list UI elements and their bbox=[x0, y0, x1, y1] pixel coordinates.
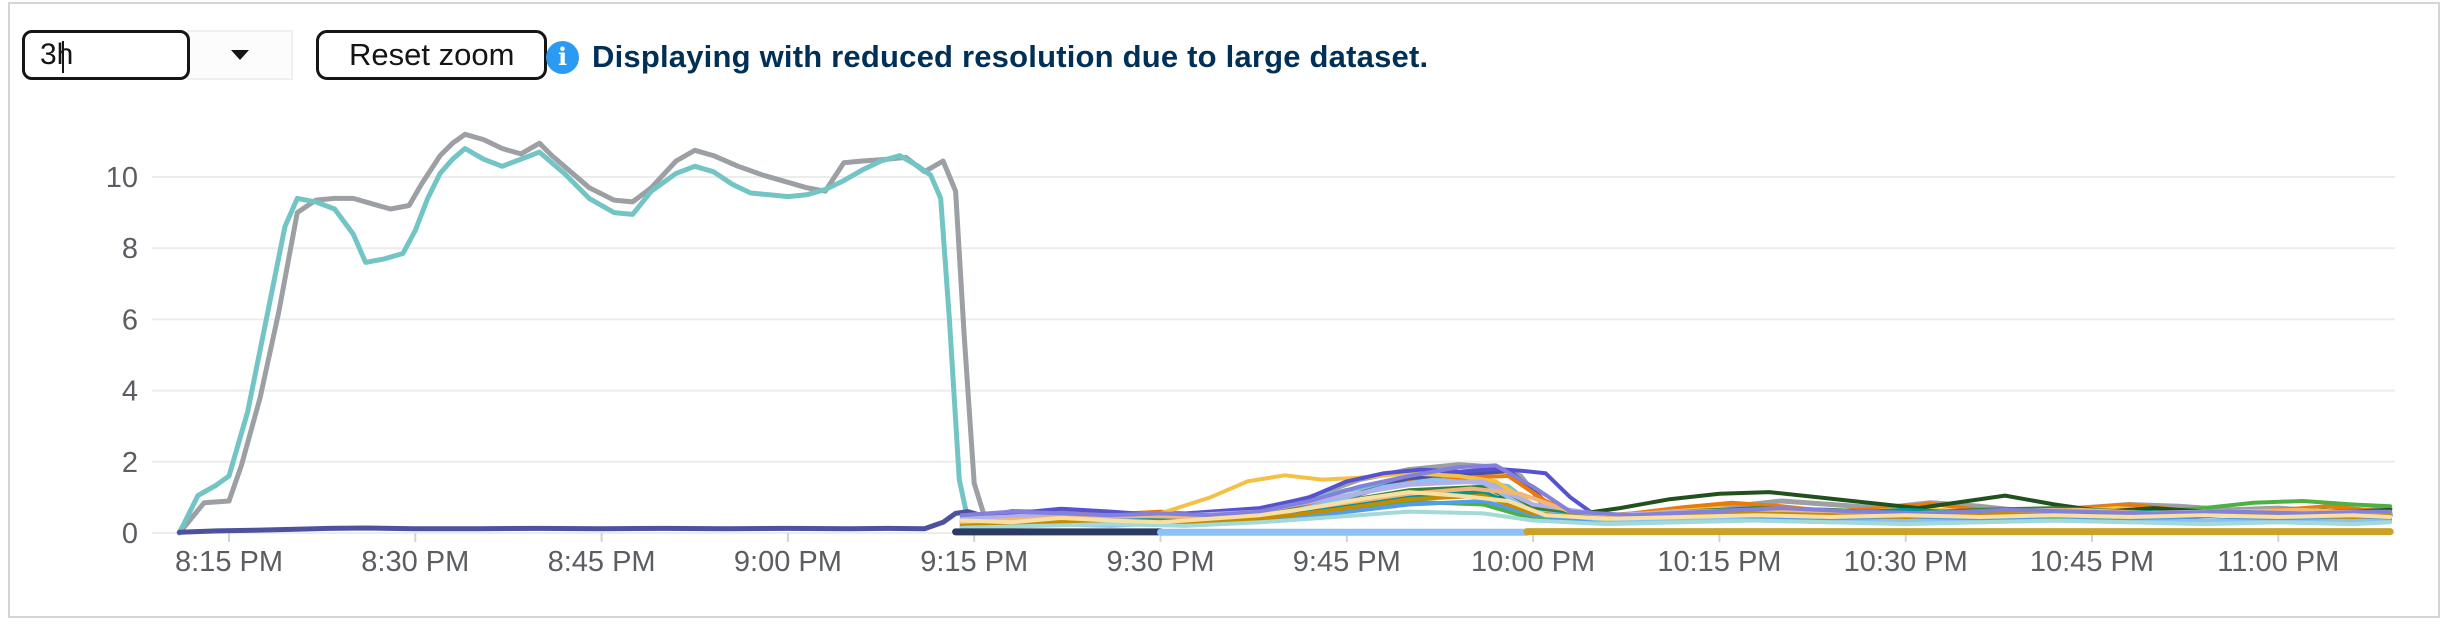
reduced-resolution-alert: i Displaying with reduced resolution due… bbox=[546, 30, 1428, 84]
time-range-value: 3h bbox=[40, 38, 74, 71]
x-tick-label: 9:30 PM bbox=[1107, 546, 1215, 578]
x-tick-label: 8:15 PM bbox=[175, 546, 283, 578]
time-range-input[interactable]: 3h bbox=[22, 30, 190, 80]
y-tick-label: 2 bbox=[122, 447, 138, 479]
x-tick-label: 10:15 PM bbox=[1657, 546, 1781, 578]
y-tick-label: 0 bbox=[122, 518, 138, 550]
series-line-series-palegold bbox=[959, 490, 2393, 525]
y-tick-label: 4 bbox=[122, 376, 138, 408]
time-range-select: 3h bbox=[22, 30, 293, 80]
alert-message: Displaying with reduced resolution due t… bbox=[592, 39, 1429, 74]
series-line-series-gray bbox=[176, 131, 2393, 536]
time-range-dropdown-toggle[interactable] bbox=[187, 30, 293, 80]
chevron-down-icon bbox=[231, 50, 249, 60]
x-tick-label: 9:00 PM bbox=[734, 546, 842, 578]
x-tick-label: 8:30 PM bbox=[361, 546, 469, 578]
chart-toolbar: 3h Reset zoom i Displaying with reduced … bbox=[10, 4, 2438, 94]
reset-zoom-button[interactable]: Reset zoom bbox=[316, 30, 548, 80]
info-icon: i bbox=[546, 40, 579, 74]
x-tick-label: 9:45 PM bbox=[1293, 546, 1401, 578]
y-tick-label: 8 bbox=[122, 233, 138, 265]
x-tick-label: 8:45 PM bbox=[548, 546, 656, 578]
y-tick-label: 10 bbox=[106, 162, 138, 194]
series-lines bbox=[176, 131, 2394, 536]
x-axis-labels: 8:15 PM 8:30 PM 8:45 PM 9:00 PM 9:15 PM 9:30 … bbox=[175, 546, 2339, 578]
y-axis-labels: 0 2 4 6 8 10 bbox=[106, 162, 138, 550]
x-tick-label: 10:30 PM bbox=[1844, 546, 1968, 578]
y-gridlines bbox=[152, 176, 2395, 534]
series-line-series-slatepurple bbox=[959, 463, 2393, 518]
x-tick-label: 11:00 PM bbox=[2217, 546, 2339, 578]
text-cursor bbox=[62, 41, 64, 73]
x-tick-label: 9:15 PM bbox=[920, 546, 1028, 578]
x-tick-label: 10:00 PM bbox=[1471, 546, 1595, 578]
y-tick-label: 6 bbox=[122, 304, 138, 336]
x-tick-label: 10:45 PM bbox=[2030, 546, 2154, 578]
series-line-series-paleteal bbox=[959, 509, 2393, 530]
